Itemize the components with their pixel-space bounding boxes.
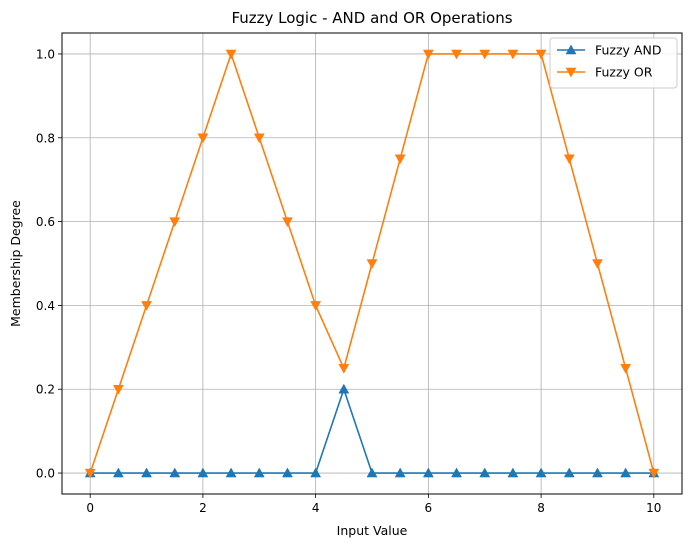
data-point-fuzzy-and [394,467,406,478]
data-point-fuzzy-and [169,467,181,478]
data-point-fuzzy-or [507,49,519,60]
data-point-fuzzy-or [563,154,575,165]
data-point-fuzzy-and [422,467,434,478]
data-point-fuzzy-and [310,467,322,478]
data-point-fuzzy-and [282,467,293,478]
data-point-fuzzy-and [253,467,265,478]
data-point-fuzzy-or [592,259,603,270]
data-point-fuzzy-or [84,468,96,479]
data-point-fuzzy-or [648,468,660,479]
data-point-fuzzy-and [197,467,209,478]
series-fuzzy-and [84,383,660,478]
data-point-fuzzy-and [535,467,547,478]
data-point-fuzzy-or [620,364,632,374]
x-tick-label: 4 [312,501,320,515]
data-point-fuzzy-and [141,467,152,478]
data-point-fuzzy-or [282,217,293,228]
legend-entry-fuzzy-and: Fuzzy AND [557,43,661,58]
data-point-fuzzy-or [225,49,237,60]
y-tick-label: 0.2 [36,383,55,397]
data-point-fuzzy-or [141,301,152,311]
data-point-fuzzy-and [620,467,632,478]
x-axis-label: Input Value [337,523,408,538]
data-point-fuzzy-and [225,467,237,478]
legend-label: Fuzzy AND [595,43,661,58]
data-point-fuzzy-or [169,217,181,228]
data-point-fuzzy-and [479,467,491,478]
series [84,49,660,479]
y-axis: 0.0 0.2 0.4 0.6 0.8 1.0 [36,47,62,481]
x-tick-label: 10 [646,501,661,515]
x-axis: 0 2 4 6 8 10 [86,494,661,515]
chart-title: Fuzzy Logic - AND and OR Operations [231,9,512,27]
legend-label: Fuzzy OR [595,65,653,80]
data-point-fuzzy-or [197,133,209,144]
series-line-fuzzy-and [90,388,654,474]
legend-marker [565,44,577,55]
legend: Fuzzy AND Fuzzy OR [549,37,678,89]
data-point-fuzzy-or [535,49,547,60]
y-axis-label: Membership Degree [8,200,23,327]
x-tick-label: 8 [537,501,545,515]
x-tick-label: 2 [199,501,207,515]
legend-marker [565,67,577,78]
legend-entry-fuzzy-or: Fuzzy OR [557,65,653,80]
data-point-fuzzy-and [338,383,350,394]
data-point-fuzzy-and [112,467,124,478]
data-point-fuzzy-or [394,154,406,165]
x-tick-label: 6 [425,501,433,515]
data-point-fuzzy-or [338,364,350,374]
data-point-fuzzy-or [422,49,434,60]
y-tick-label: 1.0 [36,47,55,61]
data-point-fuzzy-or [253,133,265,144]
data-point-fuzzy-or [479,49,491,60]
series-fuzzy-or [84,49,660,479]
x-tick-label: 0 [86,501,94,515]
data-point-fuzzy-and [366,467,378,478]
data-point-fuzzy-or [310,301,322,311]
data-point-fuzzy-or [366,259,378,270]
data-point-fuzzy-and [592,467,603,478]
y-tick-label: 0.4 [36,299,55,313]
y-tick-label: 0.6 [36,215,55,229]
data-point-fuzzy-or [112,384,124,395]
y-tick-label: 0.8 [36,131,55,145]
data-point-fuzzy-and [563,467,575,478]
data-point-fuzzy-and [451,467,462,478]
data-point-fuzzy-or [451,49,462,60]
plot-area [61,32,683,495]
data-point-fuzzy-and [507,467,519,478]
y-tick-label: 0.0 [36,467,55,481]
